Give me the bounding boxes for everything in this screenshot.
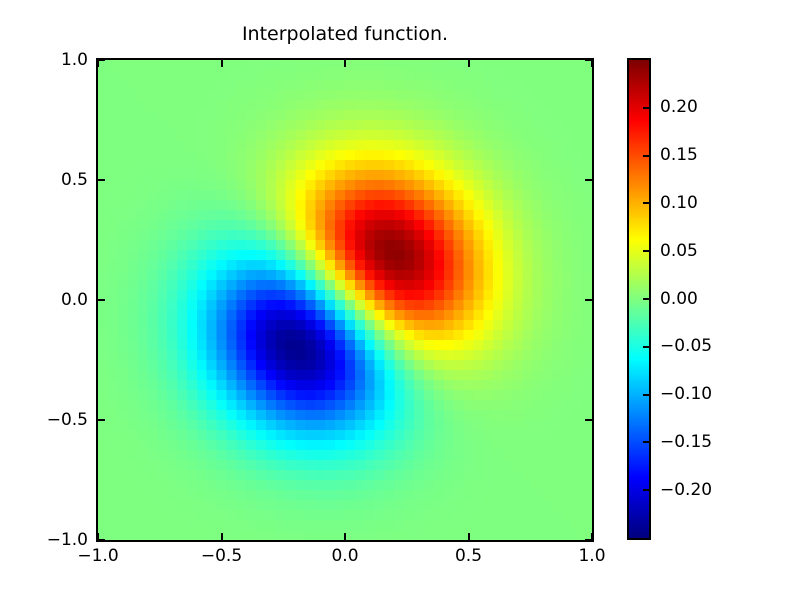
x-tick-label: 0.0 bbox=[331, 546, 359, 566]
tick-mark bbox=[220, 60, 223, 67]
x-tick-label: 0.5 bbox=[454, 546, 483, 566]
tick-mark bbox=[467, 533, 470, 540]
tick-mark bbox=[98, 419, 105, 421]
tick-mark bbox=[591, 60, 593, 67]
y-tick-label: 0.5 bbox=[60, 169, 88, 190]
y-tick-label: 0.0 bbox=[60, 289, 88, 310]
colorbar-tick-label: 0.20 bbox=[660, 97, 698, 118]
tick-mark bbox=[98, 59, 105, 61]
tick-mark bbox=[220, 533, 223, 540]
tick-mark bbox=[585, 419, 592, 421]
y-tick-label: −0.5 bbox=[46, 409, 88, 430]
colorbar-tick-label: 0.10 bbox=[660, 192, 698, 213]
tick-mark bbox=[643, 154, 649, 157]
colorbar-tick-label: −0.10 bbox=[660, 384, 713, 405]
colorbar-tick-label: 0.05 bbox=[660, 240, 698, 261]
tick-mark bbox=[643, 345, 649, 348]
colorbar-canvas bbox=[629, 60, 649, 538]
tick-mark bbox=[585, 59, 592, 61]
tick-mark bbox=[643, 441, 649, 444]
tick-mark bbox=[467, 60, 470, 67]
colorbar-tick-label: −0.15 bbox=[660, 431, 713, 452]
tick-mark bbox=[585, 179, 592, 181]
x-tick-label: −1.0 bbox=[77, 546, 119, 566]
y-tick-label: −1.0 bbox=[46, 529, 88, 550]
colorbar-tick-label: 0.00 bbox=[660, 288, 698, 309]
tick-mark bbox=[643, 298, 649, 300]
colorbar-tick-label: −0.20 bbox=[660, 479, 713, 500]
tick-mark bbox=[344, 60, 346, 67]
tick-mark bbox=[98, 539, 105, 541]
tick-mark bbox=[591, 533, 593, 540]
x-tick-label: 1.0 bbox=[578, 546, 606, 566]
heatmap-canvas bbox=[98, 60, 592, 540]
x-tick-label: −0.5 bbox=[200, 546, 243, 566]
tick-mark bbox=[585, 299, 592, 301]
colorbar-tick-label: 0.15 bbox=[660, 145, 698, 166]
plot-area bbox=[96, 58, 594, 542]
colorbar-tick-label: −0.05 bbox=[660, 336, 713, 357]
tick-mark bbox=[585, 539, 592, 541]
colorbar bbox=[627, 58, 651, 540]
tick-mark bbox=[643, 106, 649, 109]
tick-mark bbox=[643, 250, 649, 253]
tick-mark bbox=[97, 533, 99, 540]
y-tick-label: 1.0 bbox=[60, 49, 88, 70]
tick-mark bbox=[643, 393, 649, 396]
tick-mark bbox=[643, 202, 649, 205]
tick-mark bbox=[98, 299, 105, 301]
tick-mark bbox=[97, 60, 99, 67]
tick-mark bbox=[98, 179, 105, 181]
chart-title: Interpolated function. bbox=[241, 23, 449, 45]
tick-mark bbox=[643, 489, 649, 492]
tick-mark bbox=[344, 533, 346, 540]
